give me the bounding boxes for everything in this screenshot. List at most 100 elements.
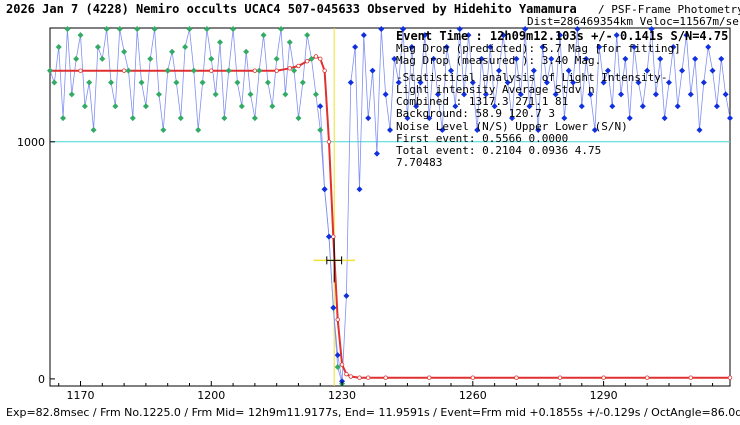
data-point-after — [347, 79, 354, 86]
fit-model-point — [209, 68, 214, 73]
data-point-before — [269, 103, 276, 110]
data-point-after — [648, 26, 655, 32]
data-point-before — [169, 48, 176, 55]
data-point-after — [500, 32, 507, 39]
data-point-before — [251, 115, 258, 122]
data-point-before — [64, 26, 71, 32]
data-point-before — [177, 115, 184, 122]
data-point-after — [461, 91, 468, 98]
data-point-after — [408, 43, 415, 50]
data-point-before — [129, 115, 136, 122]
x-tick-label: 1200 — [197, 389, 225, 402]
fit-model-point — [339, 362, 345, 367]
data-point-after — [469, 79, 476, 86]
data-point-before — [134, 26, 141, 32]
fit-model-point — [557, 375, 563, 380]
data-point-after — [430, 55, 437, 62]
fit-model-point — [121, 68, 127, 73]
data-point-after — [713, 103, 720, 110]
data-point-after — [487, 43, 494, 50]
data-point-after — [722, 91, 729, 98]
data-point-after — [583, 55, 590, 62]
data-point-after — [517, 91, 524, 98]
data-point-after — [526, 103, 533, 110]
data-point-after — [539, 43, 546, 50]
data-point-after — [360, 32, 367, 39]
fit-model-point — [514, 375, 519, 380]
data-point-before — [182, 43, 189, 50]
data-point-after — [626, 115, 633, 122]
data-point-after — [443, 43, 450, 50]
fit-model-point — [688, 375, 693, 380]
fit-model-point — [78, 68, 83, 73]
data-point-after — [504, 79, 511, 86]
annotation-total-event: Total event: 0.2104 0.0936 4.75 — [396, 144, 601, 157]
data-point-before — [299, 79, 306, 86]
data-point-before — [334, 364, 341, 371]
data-point-after — [421, 32, 428, 39]
data-point-before — [212, 91, 219, 98]
data-point-before — [199, 79, 206, 86]
annotation-extra-value: 7.70483 — [396, 156, 442, 169]
data-point-before — [47, 67, 53, 74]
data-point-after — [382, 91, 389, 98]
data-point-after — [674, 103, 681, 110]
annotation-mag-drop-predicted: Mag Drop (predicted): 5.7 Mag [for fitti… — [396, 42, 681, 55]
data-point-before — [243, 48, 250, 55]
fit-model-point — [304, 58, 310, 64]
x-tick-label: 1260 — [459, 389, 487, 402]
data-point-before — [68, 91, 75, 98]
fit-model-point — [601, 375, 606, 380]
data-point-before — [86, 79, 93, 86]
fit-model-point — [470, 375, 476, 380]
data-point-after — [635, 79, 642, 86]
data-point-after — [413, 103, 420, 110]
data-point-after — [644, 67, 651, 74]
data-point-before — [291, 67, 298, 74]
fit-model-point — [318, 56, 323, 62]
data-point-after — [448, 67, 455, 74]
data-point-before — [312, 91, 319, 98]
data-point-before — [81, 103, 88, 110]
data-point-after — [683, 32, 690, 39]
data-point-after — [657, 55, 664, 62]
data-point-before — [116, 26, 123, 32]
data-point-after — [391, 55, 398, 62]
data-point-after — [587, 91, 594, 98]
data-point-after — [578, 103, 585, 110]
data-point-after — [465, 32, 472, 39]
data-point-after — [596, 43, 603, 50]
y-tick-label: 0 — [38, 373, 45, 386]
chart-title: 2026 Jan 7 (4228) Nemiro occults UCAC4 5… — [6, 2, 577, 16]
data-point-before — [77, 32, 84, 39]
data-point-before — [121, 48, 128, 55]
fit-model-point — [727, 375, 733, 380]
data-point-after — [474, 126, 481, 133]
data-point-before — [195, 126, 202, 133]
annotation-background: Background: 58.9 120.7 3 — [396, 107, 555, 120]
data-point-before — [164, 67, 171, 74]
data-point-before — [230, 26, 237, 32]
data-point-after — [426, 115, 433, 122]
data-point-after — [631, 43, 638, 50]
annotation-stat-heading: -Statistical analysis of Light Intensity… — [396, 71, 668, 84]
data-point-after — [543, 79, 550, 86]
annotation-combined: Combined : 1317.3 271.1 81 — [396, 95, 568, 108]
data-point-after — [434, 91, 441, 98]
data-point-after — [574, 26, 581, 32]
chart-method-label: / PSF-Frame Photometry / — [598, 3, 740, 16]
data-point-before — [238, 103, 245, 110]
data-point-after — [552, 91, 559, 98]
data-point-after — [718, 55, 725, 62]
data-point-before — [256, 67, 263, 74]
data-point-before — [155, 91, 162, 98]
data-point-after — [557, 32, 563, 39]
data-point-after — [679, 67, 686, 74]
chart-footer: Exp=82.8msec / Frm No.1225.0 / Frm Mid= … — [6, 406, 740, 419]
data-point-before — [108, 79, 115, 86]
chart-distance-velocity: Dist=286469354km Veloc=11567m/sec — [527, 15, 740, 28]
data-point-before — [208, 55, 215, 62]
data-point-after — [727, 115, 733, 122]
x-tick-label: 1170 — [67, 389, 95, 402]
